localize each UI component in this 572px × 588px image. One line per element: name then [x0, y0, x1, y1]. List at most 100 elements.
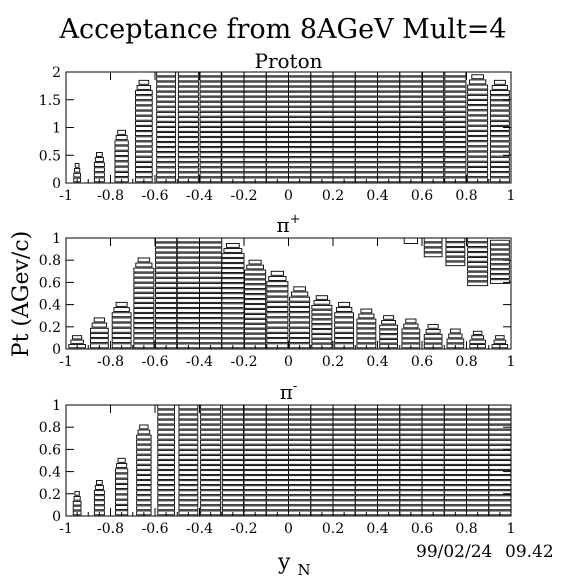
cell-proton-main-15-6 [399, 147, 423, 152]
cell-proton-main-2-9 [117, 129, 126, 135]
cell-pi-plus-main-19-2 [495, 335, 505, 340]
cell-pi-plus-main-1-1 [90, 338, 109, 344]
cell-pi-minus-main-19-10 [488, 460, 512, 465]
cell-proton-main-6-19 [199, 81, 222, 87]
cell-pi-minus-main-8-11 [243, 455, 267, 460]
cell-pi-minus-main-5-17 [178, 424, 199, 430]
cell-proton-main-16-1 [422, 172, 445, 178]
cell-pi-plus-island-2-0 [445, 261, 466, 267]
cell-proton-main-14-9 [377, 132, 401, 137]
cell-pi-minus-main-2-1 [115, 505, 129, 511]
cell-pi-plus-main-12-7 [335, 307, 353, 312]
cell-pi-plus-main-14-4 [379, 324, 398, 330]
cell-pi-minus-main-12-20 [332, 409, 356, 415]
cell-proton-main-15-8 [399, 137, 423, 142]
cell-proton-main-5-17 [177, 91, 199, 97]
cell-proton-main-15-19 [399, 81, 423, 87]
cell-pi-plus-main-11-2 [311, 334, 333, 339]
cell-pi-minus-main-13-1 [354, 505, 378, 511]
cell-pi-minus-main-17-18 [443, 419, 467, 425]
cell-pi-minus-main-15-3 [399, 495, 423, 501]
cell-proton-main-8-9 [243, 132, 267, 137]
cell-pi-minus-main-10-9 [288, 465, 312, 470]
cell-pi-plus-island-1-0 [423, 252, 443, 258]
cell-proton-main-5-19 [177, 81, 199, 87]
cell-pi-plus-main-19-1 [493, 339, 507, 344]
cell-proton-main-15-9 [399, 132, 423, 137]
cell-proton-main-2-4 [114, 156, 129, 162]
cell-pi-minus-main-17-9 [443, 465, 467, 470]
cell-pi-minus-main-15-14 [399, 439, 423, 445]
cell-proton-main-15-4 [399, 157, 423, 163]
cell-pi-minus-main-19-19 [488, 414, 512, 420]
cell-pi-minus-main-7-1 [221, 505, 244, 511]
cell-pi-plus-main-8-17 [248, 259, 262, 265]
cell-proton-main-15-17 [399, 91, 423, 97]
cell-pi-minus-main-2-3 [115, 494, 129, 500]
cell-pi-plus-main-11-5 [311, 319, 333, 325]
cell-proton-main-9-1 [265, 172, 289, 178]
cell-pi-minus-main-10-5 [288, 485, 312, 491]
y-tick-label-pi-plus-5: 1 [52, 231, 61, 247]
cell-pi-plus-island-3-6 [467, 252, 489, 257]
cell-pi-plus-main-4-12 [155, 282, 178, 288]
cell-pi-plus-island-0-0 [403, 237, 419, 244]
cell-proton-main-13-11 [354, 122, 378, 127]
cell-pi-minus-main-12-2 [332, 500, 356, 506]
cell-pi-plus-main-4-18 [155, 252, 178, 258]
cell-pi-minus-main-7-3 [221, 495, 244, 501]
cell-proton-main-6-18 [199, 86, 222, 92]
cell-pi-minus-main-16-7 [421, 475, 445, 480]
cell-pi-plus-main-7-20 [226, 243, 240, 248]
cell-proton-main-17-8 [444, 137, 467, 142]
cell-proton-main-11-6 [310, 147, 334, 152]
cell-pi-minus-main-16-14 [421, 439, 445, 445]
cell-proton-main-12-17 [332, 91, 356, 97]
cell-pi-minus-main-4-21 [157, 404, 175, 410]
cell-pi-plus-main-5-21 [176, 237, 200, 243]
cell-proton-main-6-4 [199, 157, 222, 163]
cell-pi-plus-island-3-5 [467, 257, 489, 262]
cell-proton-main-6-8 [199, 137, 222, 142]
cell-pi-plus-main-12-5 [334, 317, 355, 323]
cell-proton-main-3-16 [135, 95, 153, 101]
cell-pi-plus-island-3-9 [467, 237, 489, 243]
cell-proton-main-12-18 [332, 86, 356, 92]
cell-proton-main-18-6 [467, 146, 489, 152]
cell-pi-minus-main-9-18 [265, 419, 289, 425]
cell-proton-main-8-16 [243, 96, 267, 102]
x-tick-label-pi-plus-0: -1 [59, 354, 73, 370]
cell-pi-minus-main-9-15 [265, 434, 289, 440]
cell-pi-minus-main-15-16 [399, 429, 423, 435]
y-tick-label-pi-minus-4: 0.8 [39, 420, 61, 436]
cell-proton-main-19-19 [493, 79, 506, 85]
cell-proton-main-16-4 [422, 157, 445, 163]
cell-proton-main-12-20 [332, 76, 356, 82]
cell-pi-minus-main-10-2 [288, 500, 312, 506]
panel-pi-minus: π--1 -0.8 -0.6 -0.4 -0.2 0 0.2 0.4 0.6 0.8 100.20.… [39, 379, 516, 537]
cell-proton-main-11-10 [310, 127, 334, 132]
cell-pi-minus-main-1-4 [93, 490, 105, 495]
cell-pi-minus-main-3-8 [136, 470, 152, 475]
cell-pi-plus-main-3-17 [137, 257, 151, 263]
cell-pi-plus-main-8-10 [244, 294, 267, 299]
cell-proton-main-13-15 [354, 101, 378, 107]
cell-pi-minus-main-6-2 [200, 500, 222, 506]
cell-pi-minus-main-14-20 [377, 409, 401, 415]
cell-pi-plus-main-4-5 [155, 318, 178, 324]
cell-proton-main-16-5 [422, 152, 445, 158]
cell-pi-plus-main-4-19 [155, 247, 178, 253]
cell-proton-main-2-5 [114, 150, 129, 156]
cell-pi-minus-main-17-1 [443, 505, 467, 511]
cell-pi-plus-main-4-11 [155, 288, 178, 293]
y-tick-label-pi-minus-5: 1 [52, 398, 61, 414]
cell-proton-main-16-14 [422, 106, 445, 112]
cell-pi-minus-main-8-20 [243, 409, 267, 415]
cell-pi-plus-main-7-12 [221, 283, 245, 288]
cell-proton-main-19-8 [489, 136, 510, 142]
cell-proton-main-11-19 [310, 81, 334, 87]
cell-pi-plus-main-9-4 [266, 322, 289, 328]
cell-pi-minus-main-14-21 [377, 404, 401, 410]
cell-pi-plus-main-9-8 [266, 301, 289, 307]
cell-proton-main-2-7 [114, 140, 129, 146]
